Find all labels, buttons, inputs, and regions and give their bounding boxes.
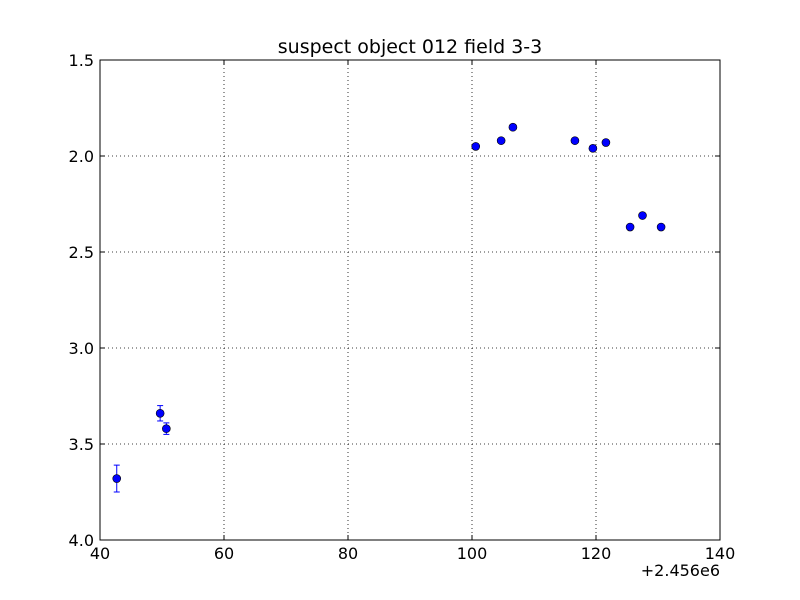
data-point [112,474,122,483]
y-tick-label: 3.0 [69,339,94,358]
x-tick-label: 40 [90,544,110,563]
x-tick-label: 100 [457,544,488,563]
data-point [508,122,518,132]
data-point [496,136,506,145]
y-tick-label: 4.0 [69,531,94,550]
data-points [112,122,666,483]
y-tick-label: 2.5 [69,243,94,262]
data-point [638,211,647,220]
x-tick-label: 80 [338,544,358,563]
data-point [162,424,171,433]
data-point [601,138,611,147]
data-point [155,408,165,418]
x-tick-label: 120 [581,544,612,563]
x-tick-label: 140 [705,544,736,563]
data-point [588,144,598,153]
plot-frame [99,59,721,541]
y-tick-label: 1.5 [69,51,94,70]
y-tick-label: 3.5 [69,435,94,454]
x-tick-label: 60 [214,544,234,563]
data-point [471,142,481,151]
data-point [656,222,666,232]
x-axis-offset-label: +2.456e6 [641,561,720,580]
y-tick-label: 2.0 [69,147,94,166]
data-point [625,222,635,232]
data-point [570,136,580,145]
chart-title: suspect object 012 field 3-3 [278,36,543,58]
ticks: 40 60 80 100 120 140 1.5 2.0 2.5 3.0 3.5 4.0 [69,51,736,563]
